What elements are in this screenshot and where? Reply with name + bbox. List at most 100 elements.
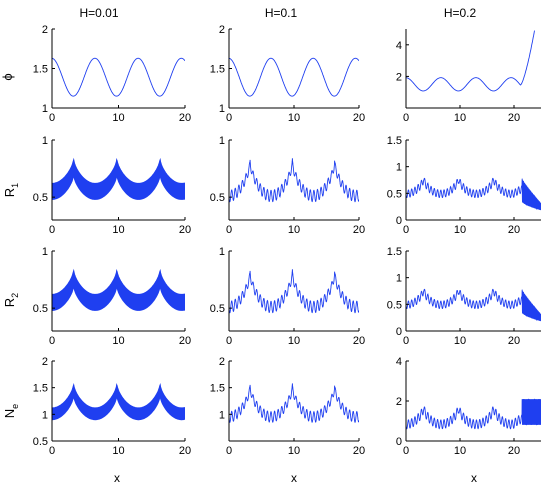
col-title-1: H=0.01 — [79, 6, 118, 20]
panel-r1-c3-x-tick-label: 20 — [508, 112, 520, 124]
panel-r2-c1-y-tick-label: 1 — [42, 135, 48, 147]
panel-r2-c3-x-tick-label: 20 — [508, 224, 520, 236]
panel-r1-c2-y-tick-label: 1.5 — [210, 64, 225, 76]
panel-r1-c1-x-tick-label: 10 — [112, 112, 124, 124]
panel-r2-c2-y-tick-label: 0.5 — [210, 192, 225, 204]
panel-r2-c1-y-tick-label: 0.5 — [33, 192, 48, 204]
panel-r4-c2-x-tick-label: 10 — [288, 445, 300, 457]
svg-text:R1: R1 — [2, 183, 20, 197]
col-title-3: H=0.2 — [444, 6, 477, 20]
panel-r2-c3-x-tick-label: 10 — [454, 224, 466, 236]
panel-r1-c1-x-tick-label: 0 — [49, 112, 55, 124]
panel-r3-c2-series-line — [229, 269, 359, 314]
xlabel-col-1: x — [114, 471, 120, 485]
panel-r4-c1-x-tick-label: 0 — [49, 445, 55, 457]
panel-r3-c3-y-tick-label: 1.5 — [387, 246, 402, 258]
svg-text:R2: R2 — [2, 293, 20, 307]
col-title-2: H=0.1 — [265, 6, 298, 20]
panel-r2-c2-x-tick-label: 0 — [226, 224, 232, 236]
panel-r2-c3-y-tick-label: 1 — [396, 162, 402, 174]
panel-r4-c3-y-tick-label: 4 — [396, 356, 402, 368]
panel-r3-c3-y-tick-label: 0.5 — [387, 299, 402, 311]
panel-r4-c2-series-line — [229, 383, 359, 423]
panel-r4-c1-y-tick-label: 1.5 — [33, 383, 48, 395]
panel-r4-c2-y-tick-label: 1 — [219, 409, 225, 421]
panel-r2-c3-y-tick-label: 0 — [396, 215, 402, 227]
panel-r4-c3-x-tick-label: 20 — [508, 445, 520, 457]
panel-r3-c1-series-band — [52, 268, 185, 311]
panel-r3-c2-x-tick-label: 10 — [288, 335, 300, 347]
panel-r2-c2-series-line — [229, 158, 359, 203]
panel-r3-c1-x-tick-label: 20 — [179, 335, 191, 347]
panel-r1-c3-series-line — [406, 30, 535, 92]
panel-r4-c2-y-tick-label: 2 — [219, 356, 225, 368]
panel-r1-c3-y-tick-label: 4 — [396, 40, 402, 52]
xlabel-col-2: x — [291, 471, 297, 485]
row-label-ne-sub: e — [10, 404, 20, 409]
panel-r4-c3-y-tick-label: 2 — [396, 396, 402, 408]
panel-r1-c2-x-tick-label: 20 — [353, 112, 365, 124]
panel-r3-c1-y-tick-label: 1 — [42, 246, 48, 258]
panel-r2-c1-x-tick-label: 20 — [179, 224, 191, 236]
row-label-r1-sub: 1 — [10, 183, 20, 188]
row-label-ne-main: N — [2, 409, 17, 418]
panel-r1-c1-y-tick-label: 1 — [42, 103, 48, 115]
panel-r1-c1-y-tick-label: 1.5 — [33, 64, 48, 76]
panel-r2-c1-series-band — [52, 157, 185, 200]
row-label-r2: R2 — [2, 293, 20, 307]
panel-r2-c2-x-tick-label: 10 — [288, 224, 300, 236]
panel-r1-c1-series-line — [52, 57, 185, 97]
row-label-r1-main: R — [2, 188, 17, 197]
xlabel-col-3: x — [471, 471, 477, 485]
panel-r3-c1-y-tick-label: 0.5 — [33, 303, 48, 315]
panel-r4-c1-y-tick-label: 1 — [42, 409, 48, 421]
row-label-r2-main: R — [2, 298, 17, 307]
panel-r3-c3-series-line — [406, 288, 541, 322]
panel-r4-c3-x-tick-label: 0 — [403, 445, 409, 457]
panel-r2-c1-x-tick-label: 0 — [49, 224, 55, 236]
panel-r1-c3-y-tick-label: 2 — [396, 71, 402, 83]
panel-r4-c3-x-tick-label: 10 — [454, 445, 466, 457]
panel-r2-c2-x-tick-label: 20 — [353, 224, 365, 236]
panel-r4-c1-y-tick-label: 0.5 — [33, 436, 48, 448]
panel-r4-c1-x-tick-label: 10 — [112, 445, 124, 457]
panel-r3-c3-y-tick-label: 1 — [396, 273, 402, 285]
panel-r1-c2-x-tick-label: 0 — [226, 112, 232, 124]
panel-r3-c3-x-tick-label: 20 — [508, 335, 520, 347]
panel-r2-c2-y-tick-label: 1 — [219, 135, 225, 147]
panel-r3-c3-y-tick-label: 0 — [396, 326, 402, 338]
panel-r1-c2-y-tick-label: 1 — [219, 103, 225, 115]
panel-r1-c1-x-tick-label: 20 — [179, 112, 191, 124]
panel-r4-c1-series-band — [52, 382, 185, 421]
row-label-r1: R1 — [2, 183, 20, 197]
svg-text:ϕ: ϕ — [0, 73, 15, 80]
panel-r1-c3-x-tick-label: 10 — [454, 112, 466, 124]
panel-r2-c3-series-line — [406, 177, 541, 211]
panel-r2-c1-x-tick-label: 10 — [112, 224, 124, 236]
panel-r4-c3-y-tick-label: 0 — [396, 436, 402, 448]
panel-r2-c3-x-tick-label: 0 — [403, 224, 409, 236]
row-label-ne: Ne — [2, 404, 20, 418]
panel-r1-c3-x-tick-label: 0 — [403, 112, 409, 124]
svg-text:Ne: Ne — [2, 404, 20, 418]
panel-r4-c3-series-line — [406, 398, 541, 430]
panel-r2-c3-y-tick-label: 0.5 — [387, 188, 402, 200]
panel-r1-c2-y-tick-label: 2 — [219, 24, 225, 36]
panel-r3-c2-y-tick-label: 0.5 — [210, 303, 225, 315]
panel-r3-c1-x-tick-label: 0 — [49, 335, 55, 347]
panel-r4-c2-y-tick-label: 1.5 — [210, 383, 225, 395]
panel-r3-c2-y-tick-label: 1 — [219, 246, 225, 258]
panel-r4-c2-x-tick-label: 20 — [353, 445, 365, 457]
row-label-phi-main: ϕ — [0, 73, 15, 80]
panel-r4-c1-y-tick-label: 2 — [42, 356, 48, 368]
panel-r1-c1-y-tick-label: 2 — [42, 24, 48, 36]
panel-r3-c3-x-tick-label: 10 — [454, 335, 466, 347]
panel-r3-c3-x-tick-label: 0 — [403, 335, 409, 347]
panel-r4-c1-x-tick-label: 20 — [179, 445, 191, 457]
row-label-r2-sub: 2 — [10, 293, 20, 298]
panel-r1-c2-series-line — [229, 57, 359, 97]
panel-r2-c3-y-tick-label: 1.5 — [387, 135, 402, 147]
row-label-phi: ϕ — [0, 73, 15, 80]
